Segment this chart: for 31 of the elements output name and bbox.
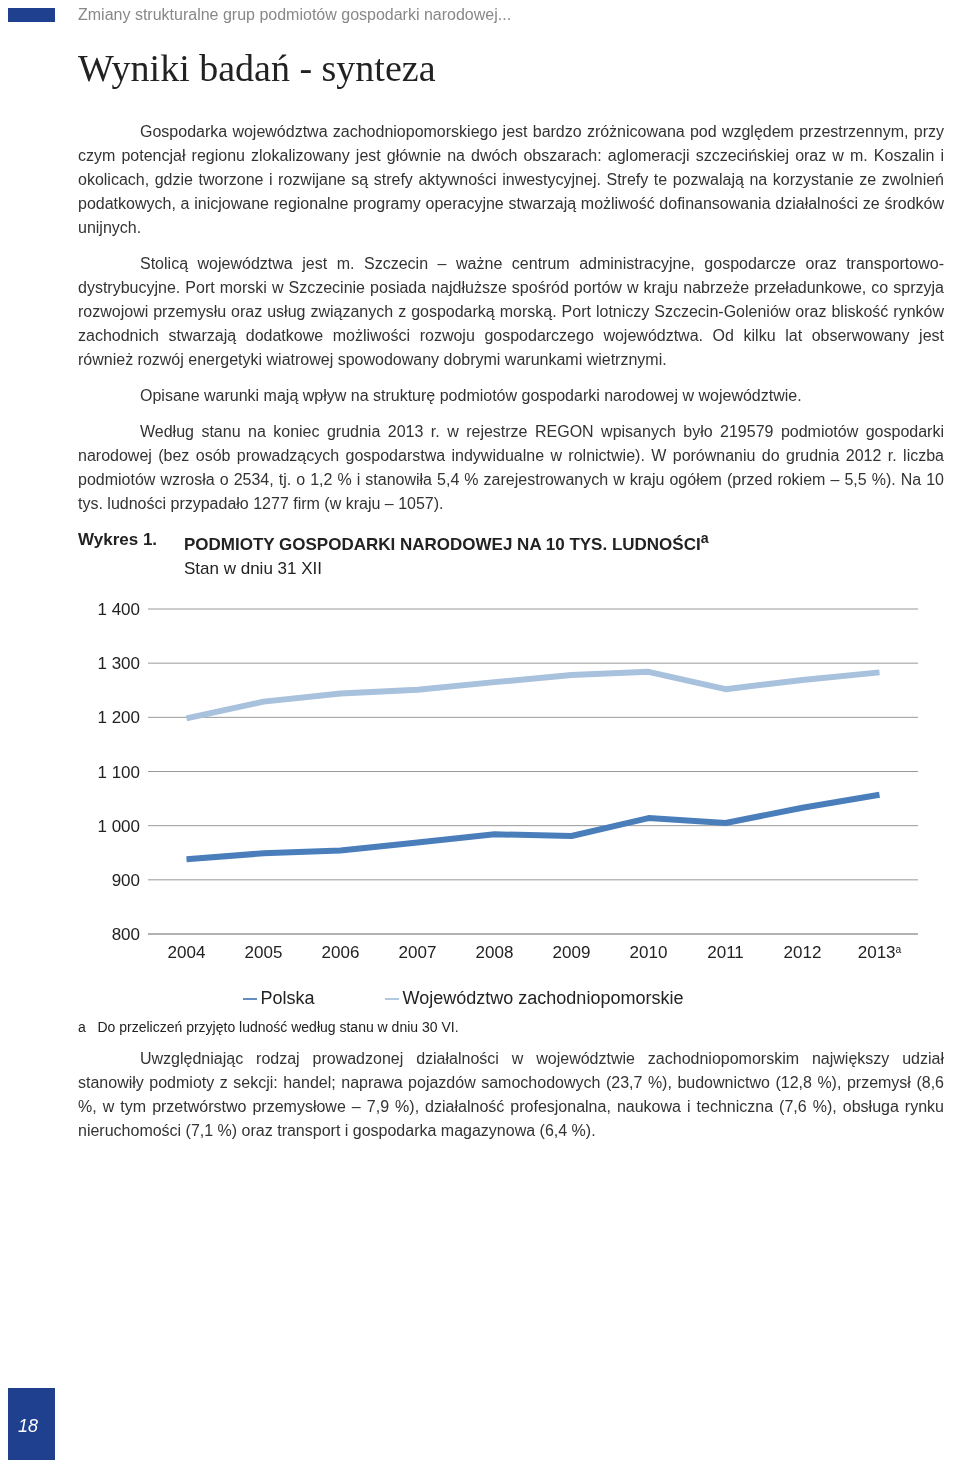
text: a Do przeliczeń przyjęto ludność według stanu w dniu 30 VI. — [78, 1018, 460, 1035]
text: Gospodarka województwa zachodniopomorskiego jest bardzo zróżnicowana pod względem przestrzennym, przy czym potencjał regionu zlokalizowany jest głównie na dwóch obszarach: aglomeracji szczecińskiej oraz w m. Koszalin i okolicach, gdzie tworzone i rozwijane są strefy aktywności inwestycyjnej. Strefy te pozwalają na korzystanie ze zwolnień podatkowych, a inicjowane regionalne programy operacyjne stwarzają możliwość dofinansowania działalności ze środków unijnych. — [78, 122, 944, 238]
x-tick-label: 2009 — [552, 942, 591, 962]
text: Wykres 1. — [78, 530, 159, 551]
x-tick-label: 2010 — [629, 942, 668, 962]
chart-subtitle: Stan w dniu 31 XII — [184, 558, 323, 579]
x-tick-label: 2004 — [167, 942, 206, 962]
x-tick-label: 2012 — [783, 942, 822, 962]
y-tick-label: 900 — [111, 870, 140, 890]
y-tick-label: 1 300 — [97, 653, 140, 673]
text: Opisane warunki mają wpływ na strukturę podmiotów gospodarki narodowej w województwie. — [139, 386, 803, 406]
text: Według stanu na koniec grudnia 2013 r. w rejestrze REGON wpisanych było 219579 podmiotów gospodarki narodowej (bez osób prowadzących gospodarstwa indywidualne w rolnictwie). W porównaniu do grudnia 2012 r. liczba podmiotów wzrosła o 2534, tj. o 1,2 % i stanowiła 5,4 % zarejestrowanych w kraju ogółem (przed rokiem – 5,5 %). Na 10 tys. ludności przypadało 1277 firm (w kraju – 1057). — [78, 422, 944, 514]
x-tick-label: 2006 — [321, 942, 360, 962]
x-tick-label: 2005 — [244, 942, 283, 962]
x-tick-label: 2008 — [475, 942, 514, 962]
text: Zmiany strukturalne grup podmiotów gospodarki narodowej... — [78, 7, 513, 24]
text: Wyniki badań - synteza — [78, 46, 437, 90]
text: Uwzględniając rodzaj prowadzonej działalności w województwie zachodniopomorskim największy udział stanowiły podmioty z sekcji: handel; naprawa pojazdów samochodowych (23,7 %), budownictwo (12,8 %), przemysł (8,6 %, w tym przetwórstwo przemysłowe – 7,9 %), działalność profesjonalna, naukowa i techniczna (7,6 %), obsługa rynku nieruchomości (7,1 %) oraz transport i gospodarka magazynowa (6,4 %). — [78, 1048, 944, 1141]
text: Stolicą województwa jest m. Szczecin – ważne centrum administracyjne, gospodarcze oraz transportowo-dystrybucyjne. Port morski w Szczecinie posiada najdłuższe spośród portów w kraju nabrzeże przeładunkowe, co sprzyja rozwojowi przemysłu oraz usług związanych z gospodarką morską. Port lotniczy Szczecin-Goleniów oraz bliskość rynków zachodnich stwarzają dodatkowe możliwości rozwoju gospodarczego województwa. Od kilku lat obserwowany jest również rozwój energetyki wiatrowej spowodowany dobrymi warunkami wietrznymi. — [78, 254, 944, 370]
legend-label: Polska — [260, 987, 315, 1008]
y-tick-label: 800 — [111, 924, 140, 944]
y-tick-label: 1 400 — [97, 599, 140, 619]
x-tick-label: 2013$^{a}$ — [857, 942, 902, 962]
y-tick-label: 1 100 — [97, 762, 140, 782]
legend-label: Województwo zachodniopomorskie — [402, 987, 684, 1008]
y-tick-label: 1 000 — [97, 816, 140, 836]
x-tick-label: 2011 — [707, 942, 744, 962]
y-tick-label: 1 200 — [97, 708, 140, 728]
chart-title: PODMIOTY GOSPODARKI NARODOWEJ NA 10 TYS. LUDNOŚCI$^{a}$ — [184, 530, 709, 555]
x-tick-label: 2007 — [398, 942, 437, 962]
text: 18 — [17, 1416, 39, 1437]
